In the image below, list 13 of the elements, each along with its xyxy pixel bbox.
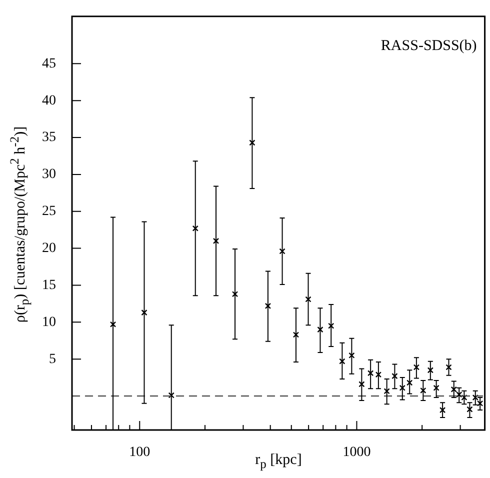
y-tick-label: 25 xyxy=(42,204,56,220)
y-tick-label: 45 xyxy=(42,56,56,72)
x-axis-title: r$_{p}$ [kpc] xyxy=(255,452,302,471)
x-tick-label: 100 xyxy=(129,445,150,460)
y-tick-label: 20 xyxy=(42,240,56,256)
x-tick-label: 1000 xyxy=(342,445,371,460)
y-tick-label: 15 xyxy=(42,278,56,293)
y-tick-label: 10 xyxy=(42,314,56,330)
y-tick-label: 30 xyxy=(42,167,56,182)
y-tick-label: 35 xyxy=(42,130,56,146)
y-tick-label: 40 xyxy=(42,93,56,108)
y-tick-label: 5 xyxy=(49,352,56,367)
annotation: RASS-SDSS(b) xyxy=(380,38,477,54)
